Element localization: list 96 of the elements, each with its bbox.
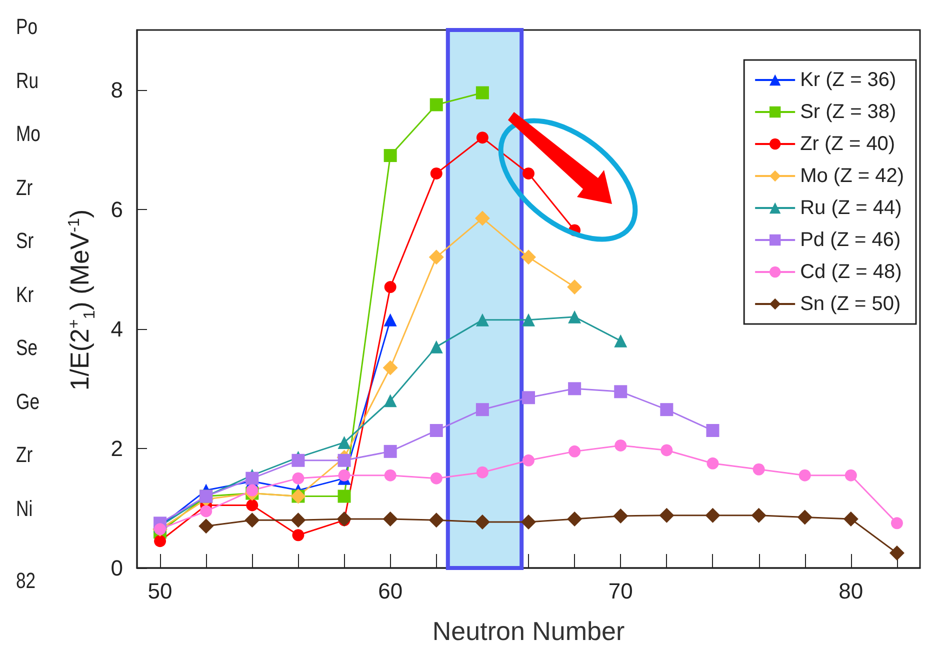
- point: [568, 310, 582, 324]
- legend-label: Sr (Z = 38): [800, 101, 896, 123]
- point: [290, 512, 306, 528]
- point: [338, 454, 351, 467]
- text: Ge: [16, 388, 40, 414]
- point: [614, 439, 627, 452]
- y-tick-label: 2: [110, 436, 123, 461]
- point: [200, 505, 212, 518]
- point: [430, 340, 443, 354]
- point: [428, 512, 444, 528]
- text: Sr: [16, 228, 34, 254]
- point: [476, 313, 489, 326]
- point: [474, 514, 490, 530]
- y-tick-label: 8: [110, 77, 123, 102]
- point: [246, 499, 258, 512]
- point: [614, 385, 628, 398]
- x-tick-label: 60: [378, 578, 403, 604]
- text: Se: [16, 335, 38, 361]
- y-tick-label: 0: [110, 556, 123, 580]
- legend-label: Zr (Z = 40): [800, 133, 896, 155]
- point: [844, 469, 857, 482]
- point: [522, 391, 535, 404]
- legend-label: Pd (Z = 46): [800, 229, 901, 251]
- legend-label: Ru (Z = 44): [800, 197, 902, 219]
- point: [568, 382, 582, 396]
- point: [521, 250, 536, 265]
- point: [567, 511, 582, 526]
- point: [706, 424, 720, 438]
- point: [430, 98, 443, 112]
- text: Ru: [16, 68, 38, 94]
- point: [522, 167, 534, 180]
- y-tick-label: 6: [110, 196, 123, 222]
- point: [244, 512, 260, 528]
- x-tick-label: 70: [608, 578, 633, 604]
- point: [752, 463, 765, 476]
- point: [292, 472, 304, 484]
- point: [659, 508, 674, 523]
- text: Ni: [16, 496, 33, 522]
- text: Zr: [16, 442, 33, 468]
- point: [522, 454, 534, 466]
- point: [338, 436, 351, 449]
- point: [382, 511, 398, 526]
- point: [430, 472, 442, 484]
- point: [660, 444, 673, 456]
- legend-label: Kr (Z = 36): [800, 69, 896, 91]
- point: [705, 508, 720, 523]
- point: [476, 403, 489, 416]
- point: [198, 518, 214, 534]
- point: [384, 149, 397, 162]
- point: [890, 517, 903, 530]
- text: Po: [16, 14, 38, 40]
- point: [567, 280, 582, 295]
- legend-label: Cd (Z = 48): [800, 261, 902, 283]
- point: [430, 167, 442, 180]
- point: [384, 313, 397, 326]
- point: [154, 535, 166, 548]
- text: Mo: [16, 121, 40, 147]
- text: Zr: [16, 174, 33, 200]
- point: [476, 86, 489, 100]
- point: [246, 472, 259, 485]
- point: [889, 546, 904, 561]
- point: [613, 508, 628, 524]
- text: 82: [16, 568, 36, 594]
- point: [797, 510, 812, 525]
- point: [660, 403, 674, 416]
- point: [384, 394, 397, 408]
- point: [292, 454, 305, 467]
- point: [843, 511, 858, 526]
- y-tick-label: 4: [110, 316, 123, 342]
- point: [476, 132, 488, 144]
- legend-label: Sn (Z = 50): [800, 293, 901, 315]
- point: [706, 457, 719, 470]
- point: [476, 466, 488, 478]
- x-tick-label: 80: [838, 578, 864, 604]
- point: [384, 444, 397, 458]
- point: [568, 445, 581, 458]
- point: [430, 424, 443, 438]
- point: [292, 529, 304, 542]
- legend-label: Mo (Z = 42): [800, 165, 904, 187]
- point: [751, 508, 766, 523]
- point: [522, 313, 535, 326]
- point: [428, 250, 444, 265]
- point: [614, 334, 628, 348]
- point: [384, 469, 396, 482]
- point: [336, 511, 352, 526]
- point: [474, 210, 490, 226]
- point: [382, 360, 398, 376]
- x-axis-title: Neutron Number: [432, 616, 625, 646]
- point: [338, 469, 350, 482]
- point: [338, 490, 351, 503]
- text: Kr: [16, 282, 34, 308]
- x-tick-label: 50: [148, 578, 172, 604]
- point: [246, 484, 258, 496]
- point: [798, 469, 811, 482]
- point: [521, 514, 536, 530]
- point: [384, 281, 396, 294]
